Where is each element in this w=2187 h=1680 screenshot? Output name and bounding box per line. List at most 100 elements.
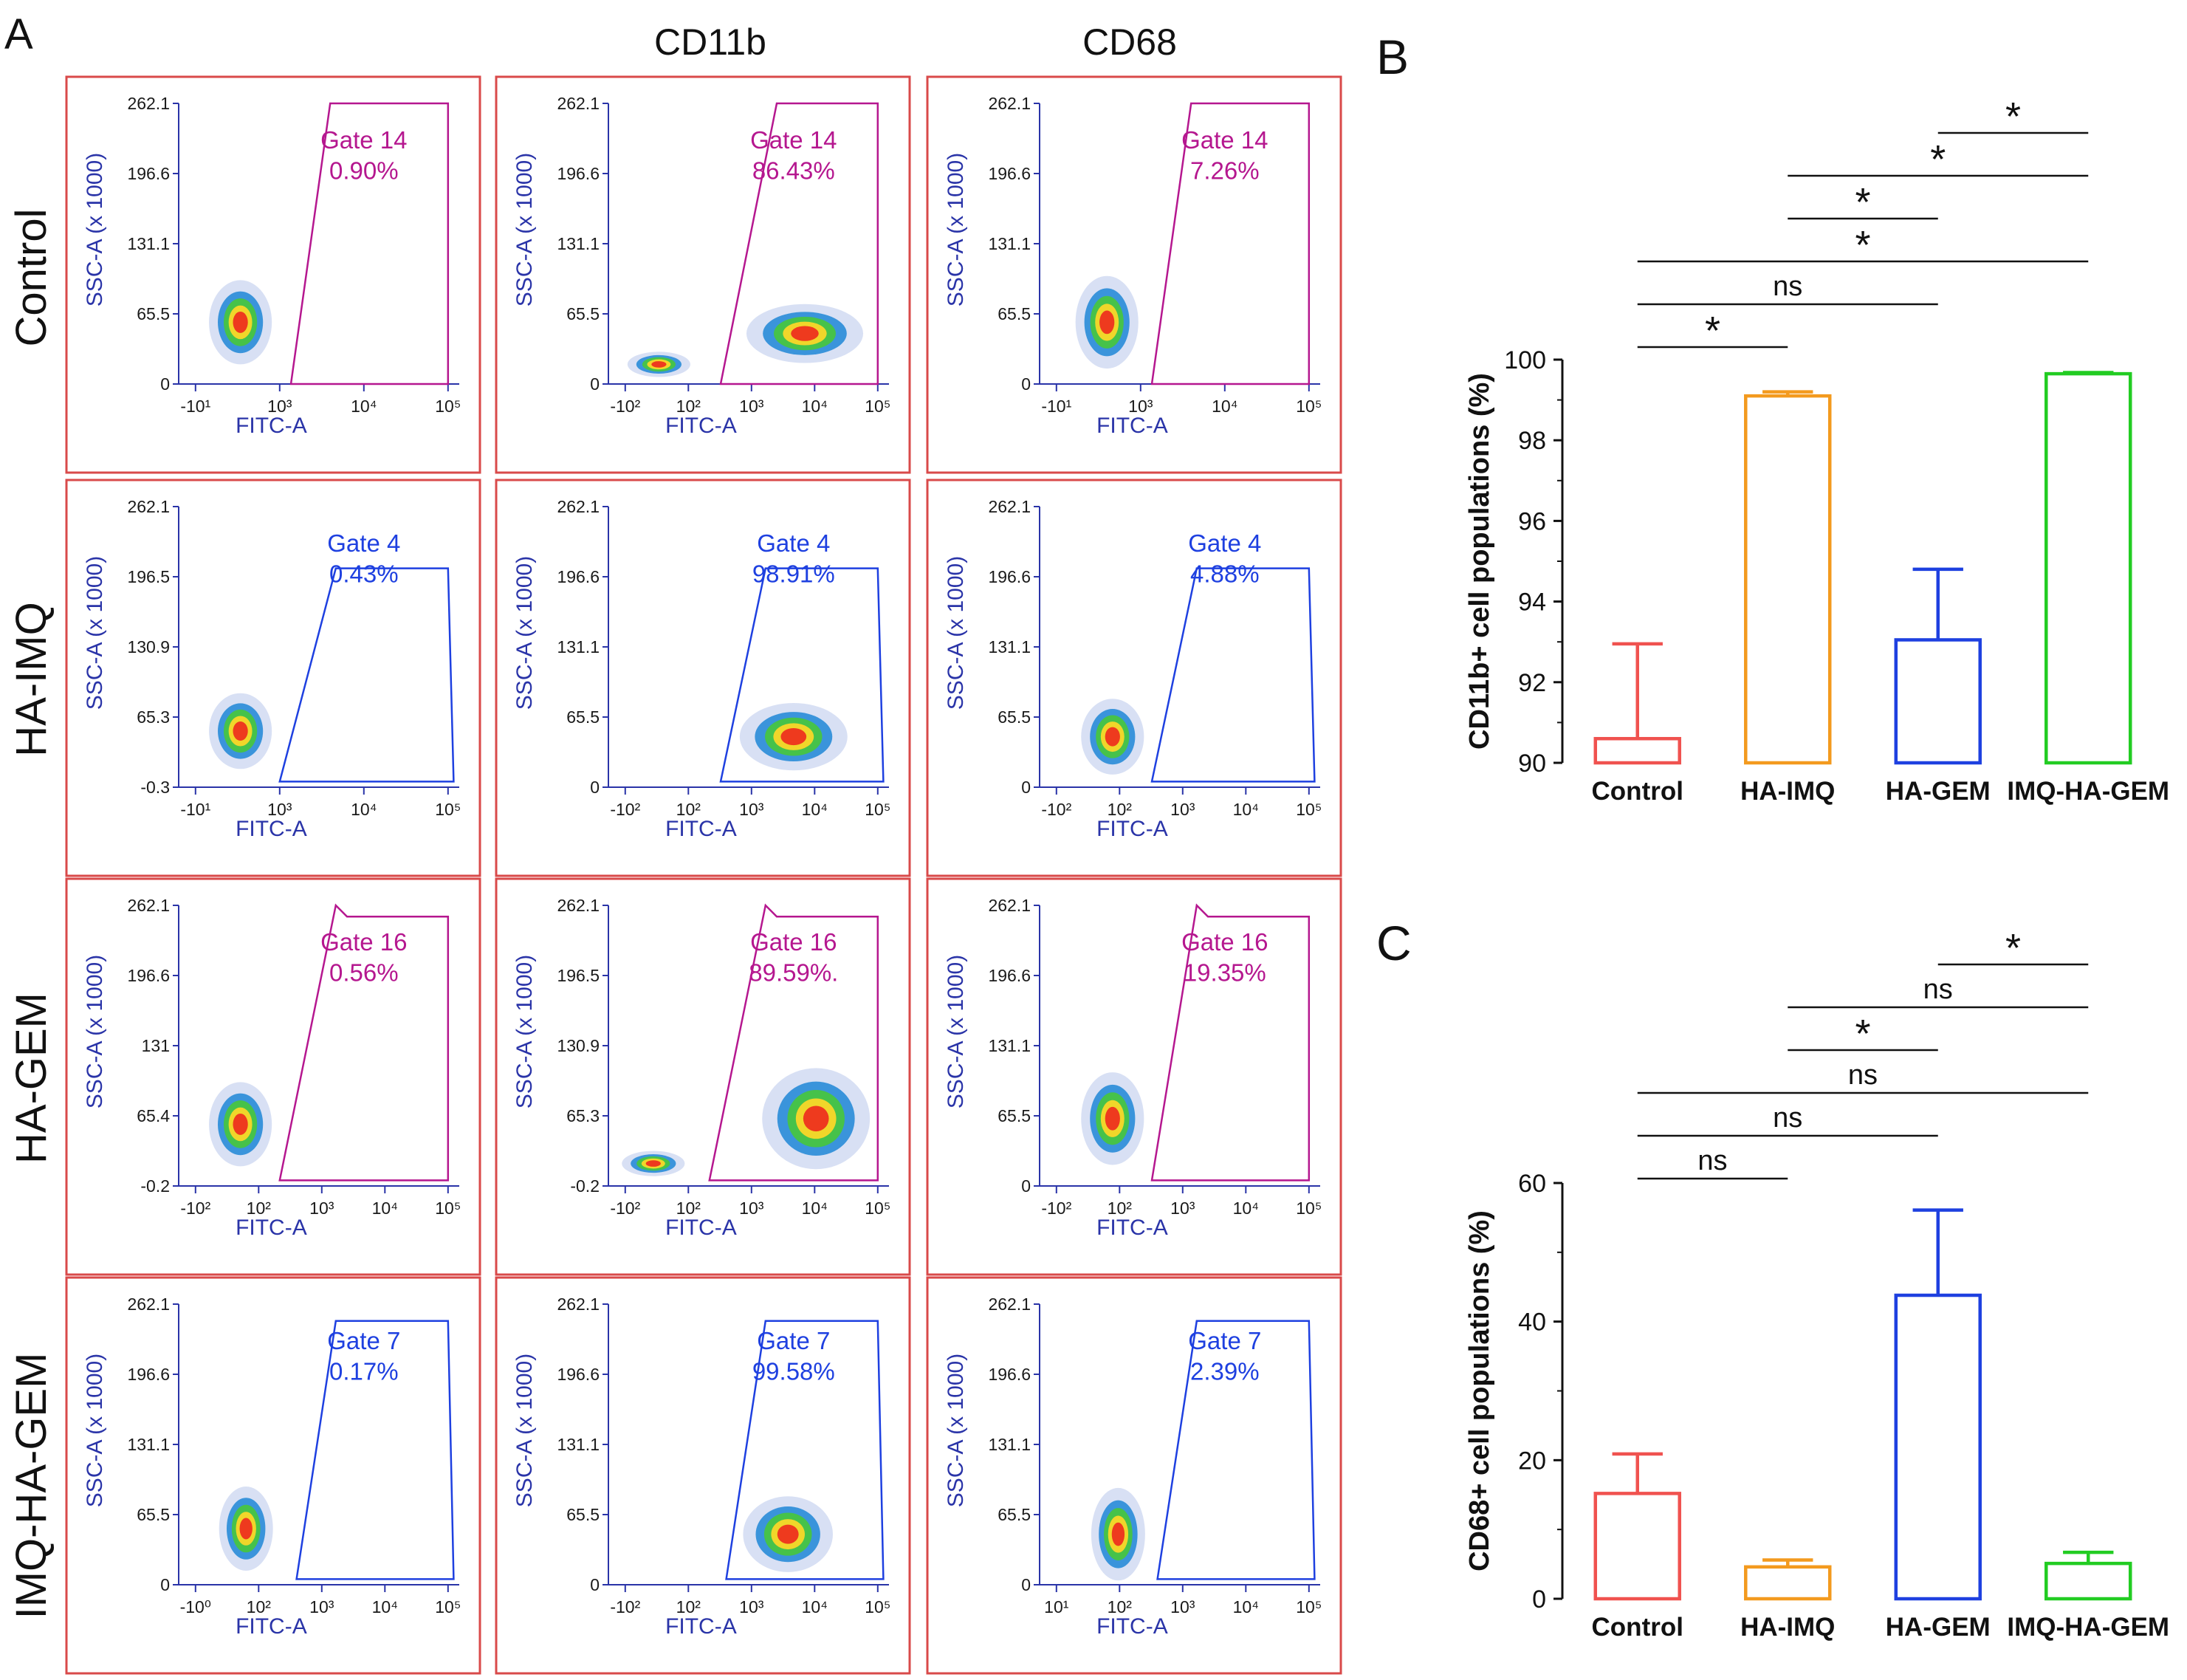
bar-chart-cd68: 0 20 40 60 CD68+ cell populations (%) Control… <box>1464 926 2169 1642</box>
x-tick-label: IMQ-HA-GEM <box>2007 1613 2169 1642</box>
flow-x-tick-label: -10² <box>610 800 640 819</box>
y-tick-label: 20 <box>1518 1447 1546 1475</box>
flow-x-tick-label: -10⁰ <box>180 1597 211 1616</box>
gate-percentage: 98.91% <box>752 560 835 588</box>
flow-plot-frame <box>65 75 481 474</box>
flow-x-tick-label: 10⁴ <box>1233 1199 1259 1218</box>
gate-polygon <box>1156 1320 1316 1580</box>
flow-x-tick-label: -10¹ <box>180 397 210 416</box>
x-tick-label: HA-IMQ <box>1740 777 1835 806</box>
flow-x-tick-label: 10³ <box>1170 1199 1195 1218</box>
flow-y-tick-label: 65.5 <box>566 1505 600 1524</box>
y-tick-label: 94 <box>1518 589 1546 617</box>
flow-y-tick-label: 196.6 <box>127 966 170 985</box>
flow-y-tick-label: -0.3 <box>140 778 170 797</box>
gate-name: Gate 16 <box>1181 928 1268 956</box>
flow-y-tick-label: 196.6 <box>127 164 170 183</box>
gate-name: Gate 7 <box>757 1327 830 1354</box>
flow-y-tick-label: 65.5 <box>137 304 170 323</box>
flow-x-axis-label: FITC-A <box>236 817 307 841</box>
flow-x-tick-label: -10² <box>180 1199 210 1218</box>
gate-name: Gate 14 <box>1181 126 1268 154</box>
density-core <box>777 1524 799 1544</box>
flow-x-tick-label: 10⁵ <box>865 397 890 416</box>
gate-percentage: 7.26% <box>1190 157 1260 185</box>
x-tick-label: HA-IMQ <box>1740 1613 1835 1642</box>
density-core <box>1105 727 1120 747</box>
flow-y-tick-label: 65.5 <box>566 304 600 323</box>
flow-x-tick-label: 10³ <box>309 1597 334 1616</box>
gate-percentage: 19.35% <box>1184 959 1266 987</box>
flow-y-tick-label: 196.5 <box>557 966 600 985</box>
y-tick-label: 0 <box>1532 1585 1546 1614</box>
gate-name: Gate 16 <box>750 928 837 956</box>
gate-polygon <box>719 102 879 385</box>
gate-polygon <box>1150 102 1311 385</box>
flow-y-tick-label: 262.1 <box>127 94 170 113</box>
flow-y-axis-label: SSC-A (x 1000) <box>944 153 968 306</box>
significance-label: ns <box>1697 1145 1727 1176</box>
flow-x-tick-label: -10² <box>610 1597 640 1616</box>
flow-x-tick-label: -10² <box>610 397 640 416</box>
flow-y-axis-label: SSC-A (x 1000) <box>83 153 107 306</box>
density-core <box>233 311 248 333</box>
flow-y-tick-label: 0 <box>590 374 600 394</box>
gate-polygon <box>1150 903 1311 1182</box>
flow-x-tick-label: -10¹ <box>180 800 210 819</box>
flow-x-axis-label: FITC-A <box>1096 1614 1168 1639</box>
flow-y-tick-label: 262.1 <box>557 94 600 113</box>
flow-y-tick-label: 262.1 <box>988 1295 1031 1314</box>
flow-plot-0-1: 262.1 196.6 131.1 65.5 0 -10² 10² 10³ 10⁴ 10⁵ FITC… <box>495 75 911 474</box>
flow-x-tick-label: 10⁴ <box>1212 397 1237 416</box>
flow-y-tick-label: -0.2 <box>140 1176 170 1196</box>
flow-x-tick-label: 10² <box>1108 800 1133 819</box>
flow-y-axis-label: SSC-A (x 1000) <box>83 955 107 1108</box>
flow-plot-frame <box>65 479 481 877</box>
flow-y-tick-label: 196.6 <box>988 1365 1031 1384</box>
significance-label: * <box>2005 926 2021 970</box>
flow-x-tick-label: 10⁴ <box>372 1199 398 1218</box>
flow-x-tick-label: -10² <box>1041 800 1071 819</box>
flow-x-tick-label: 10³ <box>739 1597 764 1616</box>
flow-y-axis-label: SSC-A (x 1000) <box>512 955 537 1108</box>
gate-polygon <box>289 102 450 385</box>
flow-y-tick-label: 131.1 <box>557 1435 600 1454</box>
density-core <box>1105 1106 1120 1131</box>
flow-y-tick-label: 65.3 <box>566 1106 600 1125</box>
bar-HA-GEM <box>1894 1293 1982 1601</box>
flow-y-tick-label: 131.1 <box>557 637 600 656</box>
flow-x-tick-label: 10⁴ <box>802 397 828 416</box>
gate-name: Gate 4 <box>757 529 830 557</box>
flow-x-tick-label: 10¹ <box>1044 1597 1069 1616</box>
flow-x-axis-label: FITC-A <box>665 817 737 841</box>
flow-y-tick-label: 131.1 <box>127 234 170 253</box>
flow-x-axis-label: FITC-A <box>665 1614 737 1639</box>
y-tick-label: 90 <box>1518 750 1546 778</box>
flow-x-axis-label: FITC-A <box>236 1216 307 1240</box>
gate-name: Gate 4 <box>327 529 400 557</box>
flow-y-tick-label: 131 <box>142 1036 170 1055</box>
flow-y-tick-label: -0.2 <box>570 1176 600 1196</box>
flow-x-tick-label: 10² <box>247 1597 272 1616</box>
flow-plot-frame <box>495 479 911 877</box>
flow-x-tick-label: 10² <box>676 1597 701 1616</box>
flow-x-tick-label: 10³ <box>267 800 292 819</box>
flow-y-tick-label: 0 <box>1021 1176 1031 1196</box>
y-tick-label: 60 <box>1518 1170 1546 1198</box>
flow-y-tick-label: 196.6 <box>988 164 1031 183</box>
flow-plot-frame <box>926 877 1342 1276</box>
flow-y-tick-label: 196.6 <box>557 567 600 586</box>
flow-y-tick-label: 65.5 <box>998 707 1031 727</box>
flow-x-tick-label: 10⁵ <box>1296 1199 1322 1218</box>
gate-polygon <box>719 567 885 783</box>
flow-plot-frame <box>926 75 1342 474</box>
gate-percentage: 4.88% <box>1190 560 1260 588</box>
flow-x-tick-label: 10³ <box>309 1199 334 1218</box>
flow-x-tick-label: 10⁴ <box>802 1597 828 1616</box>
panel-label-a: A <box>4 10 33 58</box>
flow-x-tick-label: 10⁴ <box>1233 800 1259 819</box>
flow-y-tick-label: 65.5 <box>998 1505 1031 1524</box>
density-core <box>791 326 819 341</box>
flow-plot-3-2: 262.1 196.6 131.1 65.5 0 10¹ 10² 10³ 10⁴ 10⁵ FITC-… <box>926 1276 1342 1675</box>
column-header-cd68: CD68 <box>1082 21 1177 63</box>
